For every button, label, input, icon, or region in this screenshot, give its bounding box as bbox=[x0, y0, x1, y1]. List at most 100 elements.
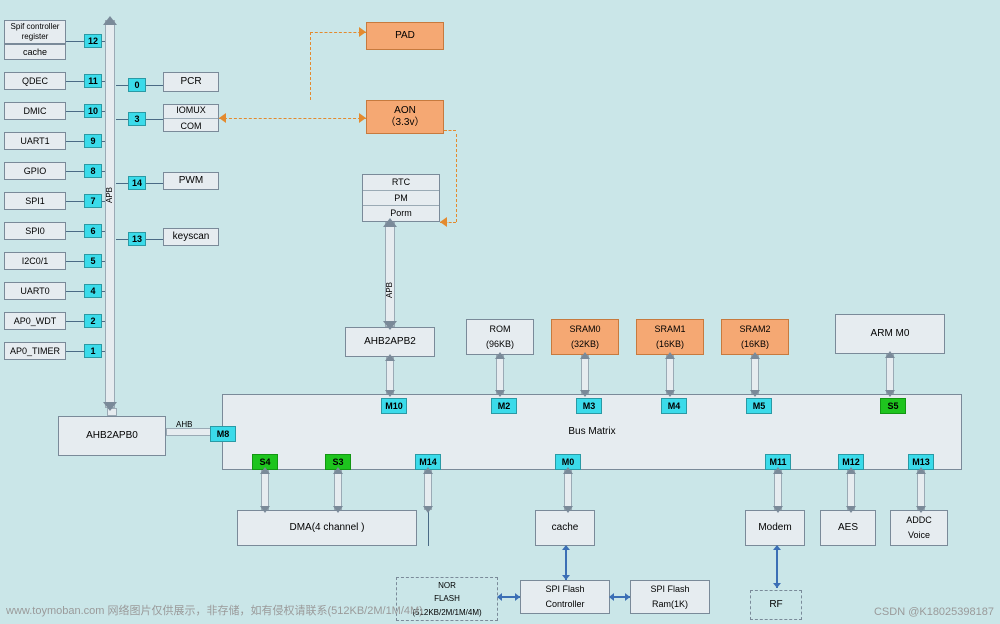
periph-cache: cache bbox=[4, 44, 66, 60]
periph-uart0: UART0 bbox=[4, 282, 66, 300]
pcr-block: PCR bbox=[163, 72, 219, 92]
keyscan-block: keyscan bbox=[163, 228, 219, 246]
periph-qdec: QDEC bbox=[4, 72, 66, 90]
arrow bbox=[563, 467, 573, 474]
port-6: 6 bbox=[84, 224, 102, 238]
arrow bbox=[885, 351, 895, 358]
arrow bbox=[750, 352, 760, 359]
periph-ap0-timer: AP0_TIMER bbox=[4, 342, 66, 360]
arrow bbox=[495, 390, 505, 397]
arrow bbox=[563, 506, 573, 513]
sram1-block: SRAM1(16KB) bbox=[636, 319, 704, 355]
port-11: 11 bbox=[84, 74, 102, 88]
arrow bbox=[385, 390, 395, 397]
v-conn bbox=[751, 355, 759, 394]
port-7: 7 bbox=[84, 194, 102, 208]
dash bbox=[310, 32, 311, 100]
arrow bbox=[625, 593, 630, 601]
iomux-com: IOMUXCOM bbox=[163, 104, 219, 132]
port-9: 9 bbox=[84, 134, 102, 148]
arrow bbox=[773, 467, 783, 474]
arrow bbox=[423, 506, 433, 513]
aon-3-3v--block: AON （3.3v） bbox=[366, 100, 444, 134]
arrow bbox=[333, 506, 343, 513]
v-conn bbox=[564, 470, 572, 510]
arrow bbox=[495, 352, 505, 359]
arrow bbox=[333, 467, 343, 474]
arm-m0-block: ARM M0 bbox=[835, 314, 945, 354]
arrow bbox=[750, 390, 760, 397]
port-10: 10 bbox=[84, 104, 102, 118]
arrow bbox=[383, 218, 397, 227]
pad-block: PAD bbox=[366, 22, 444, 50]
dash bbox=[456, 134, 457, 222]
addc-voice: ADDCVoice bbox=[890, 510, 948, 546]
watermark-right: CSDN @K18025398187 bbox=[874, 606, 994, 618]
v-conn bbox=[774, 470, 782, 510]
v-conn bbox=[886, 354, 894, 394]
v-conn bbox=[917, 470, 925, 510]
aes-block: AES bbox=[820, 510, 876, 546]
periph-i2c0-1: I2C0/1 bbox=[4, 252, 66, 270]
dash bbox=[310, 32, 366, 33]
v-conn bbox=[581, 355, 589, 394]
arrow bbox=[385, 354, 395, 361]
arrow bbox=[383, 321, 397, 330]
blue-line bbox=[776, 546, 778, 588]
v-conn bbox=[496, 355, 504, 394]
sram2-block: SRAM2(16KB) bbox=[721, 319, 789, 355]
pwm-block: PWM bbox=[163, 172, 219, 190]
ahb-label: AHB bbox=[176, 420, 192, 430]
arrow bbox=[219, 113, 226, 123]
periph-gpio: GPIO bbox=[4, 162, 66, 180]
arrow bbox=[359, 27, 366, 37]
arrow bbox=[562, 545, 570, 550]
arrow bbox=[665, 390, 675, 397]
apb2-label: APB bbox=[385, 275, 395, 305]
rtc-pm-porm: RTCPMPorm bbox=[362, 174, 440, 222]
v-conn bbox=[386, 357, 394, 394]
sram0-block: SRAM0(32KB) bbox=[551, 319, 619, 355]
port-m2: M2 bbox=[491, 398, 517, 414]
arrow bbox=[580, 390, 590, 397]
arrow bbox=[885, 390, 895, 397]
port-m5: M5 bbox=[746, 398, 772, 414]
arrow bbox=[260, 506, 270, 513]
port-m3: M3 bbox=[576, 398, 602, 414]
rom-block: ROM(96KB) bbox=[466, 319, 534, 355]
periph-spi0: SPI0 bbox=[4, 222, 66, 240]
periph-ap0-wdt: AP0_WDT bbox=[4, 312, 66, 330]
line bbox=[428, 510, 429, 546]
periph-spif-controller-register: Spif controller register bbox=[4, 20, 66, 44]
port-5: 5 bbox=[84, 254, 102, 268]
v-conn bbox=[334, 470, 342, 510]
watermark-left: www.toymoban.com 网络图片仅供展示，非存储，如有侵权请联系(51… bbox=[6, 602, 423, 618]
arrow bbox=[580, 352, 590, 359]
spi-flash-controller: SPI FlashController bbox=[520, 580, 610, 614]
spi-flash-ram: SPI FlashRam(1K) bbox=[630, 580, 710, 614]
port-s5: S5 bbox=[880, 398, 906, 414]
port-12: 12 bbox=[84, 34, 102, 48]
cache-block: cache bbox=[535, 510, 595, 546]
port-4: 4 bbox=[84, 284, 102, 298]
port-2: 2 bbox=[84, 314, 102, 328]
port-13: 13 bbox=[128, 232, 146, 246]
arrow bbox=[773, 545, 781, 550]
arrow bbox=[515, 593, 520, 601]
ahb2apb2-block: AHB2APB2 bbox=[345, 327, 435, 357]
arrow bbox=[359, 113, 366, 123]
port-m8: M8 bbox=[210, 426, 236, 442]
periph-uart1: UART1 bbox=[4, 132, 66, 150]
rf-block: RF bbox=[750, 590, 802, 620]
port-3: 3 bbox=[128, 112, 146, 126]
arrow bbox=[916, 506, 926, 513]
v-conn bbox=[105, 20, 115, 408]
periph-dmic: DMIC bbox=[4, 102, 66, 120]
ahb2apb0-block: AHB2APB0 bbox=[58, 416, 166, 456]
dash bbox=[444, 130, 456, 131]
arrow bbox=[423, 467, 433, 474]
port-1: 1 bbox=[84, 344, 102, 358]
arrow bbox=[103, 16, 117, 25]
arrow bbox=[609, 593, 614, 601]
arrow bbox=[440, 217, 447, 227]
